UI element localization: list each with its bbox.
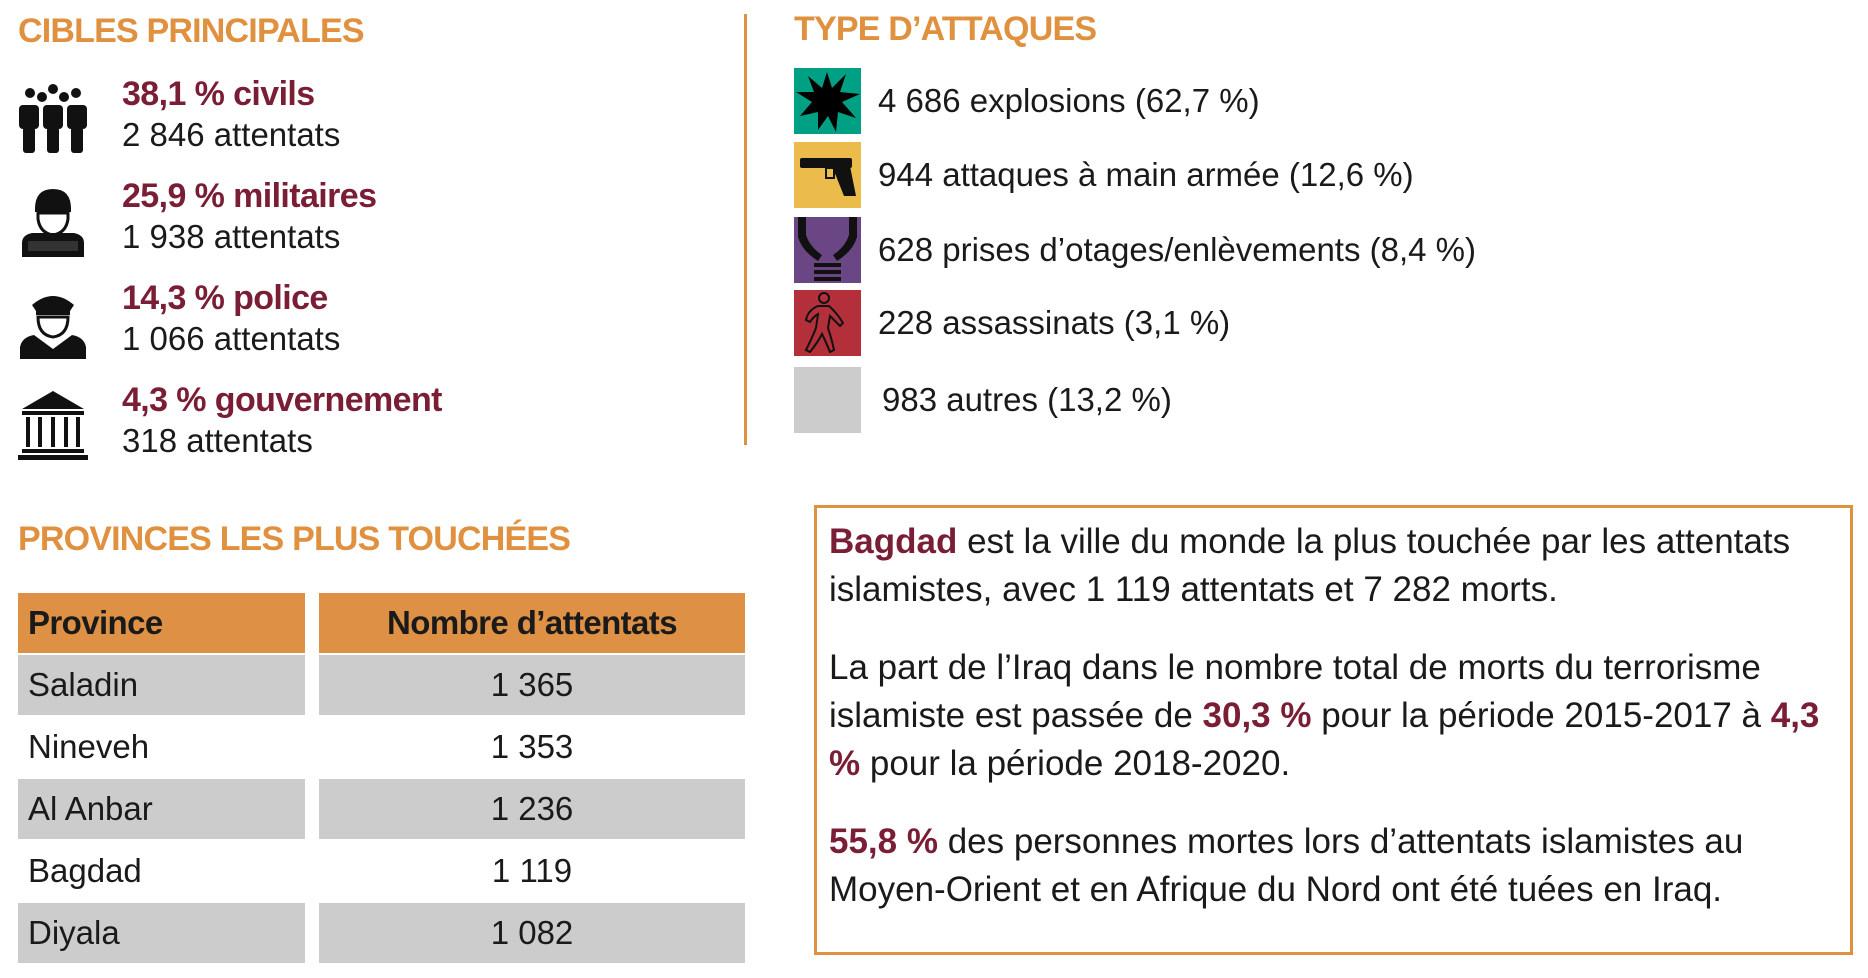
facts-box: Bagdad est la ville du monde la plus tou… (814, 505, 1853, 955)
targets-title: CIBLES PRINCIPALES (18, 12, 365, 50)
handgun-icon (794, 142, 861, 208)
fact-share: La part de l’Iraq dans le nombre total d… (829, 648, 1820, 783)
target-civils: 38,1 % civils 2 846 attentats (18, 75, 718, 165)
attack-label: 228 assassinats (3,1 %) (878, 304, 1231, 341)
province-count: 1 236 (319, 777, 745, 839)
attack-armed: 944 attaques à main armée (12,6 %) (794, 142, 1794, 208)
others-swatch (794, 367, 861, 433)
table-row: Bagdad 1 119 (18, 839, 745, 901)
table-row: Saladin 1 365 (18, 653, 745, 715)
attack-assassinations: 228 assassinats (3,1 %) (794, 290, 1794, 356)
province-count: 1 353 (319, 715, 745, 777)
header-count: Nombre d’attentats (319, 593, 745, 653)
government-building-icon (18, 391, 88, 460)
target-pct: 14,3 % police (122, 279, 328, 317)
body-outline-icon (794, 290, 861, 356)
target-pct: 4,3 % gouvernement (122, 381, 442, 419)
table-row: Diyala 1 082 (18, 901, 745, 963)
province-name: Bagdad (18, 839, 305, 901)
target-count: 318 attentats (122, 422, 313, 459)
target-police: 14,3 % police 1 066 attentats (18, 279, 718, 369)
attack-label: 944 attaques à main armée (12,6 %) (878, 156, 1414, 193)
header-province: Province (18, 593, 305, 653)
attack-label: 628 prises d’otages/enlèvements (8,4 %) (878, 231, 1476, 268)
provinces-title: PROVINCES LES PLUS TOUCHÉES (18, 520, 571, 558)
attack-label: 983 autres (13,2 %) (882, 381, 1172, 418)
attack-others: 983 autres (13,2 %) (794, 367, 1794, 433)
target-count: 2 846 attentats (122, 116, 341, 153)
attack-explosions: 4 686 explosions (62,7 %) (794, 68, 1794, 134)
target-militaires: 25,9 % militaires 1 938 attentats (18, 177, 718, 267)
target-pct: 38,1 % civils (122, 75, 315, 113)
province-count: 1 119 (319, 839, 745, 901)
table-row: Nineveh 1 353 (18, 715, 745, 777)
provinces-table: Province Nombre d’attentats Saladin 1 365… (18, 593, 745, 963)
table-row: Al Anbar 1 236 (18, 777, 745, 839)
province-name: Saladin (18, 653, 305, 715)
attacks-title: TYPE D’ATTAQUES (794, 10, 1097, 48)
bound-hands-icon (794, 217, 861, 283)
province-name: Nineveh (18, 715, 305, 777)
fact-deaths: 55,8 % des personnes mortes lors d’atten… (829, 822, 1744, 909)
fact-bagdad: Bagdad est la ville du monde la plus tou… (829, 522, 1791, 609)
province-name: Al Anbar (18, 777, 305, 839)
police-officer-icon (20, 296, 86, 359)
soldier-icon (22, 189, 84, 257)
attack-hostages: 628 prises d’otages/enlèvements (8,4 %) (794, 217, 1794, 283)
explosion-icon (794, 68, 861, 134)
target-count: 1 938 attentats (122, 218, 341, 255)
province-name: Diyala (18, 901, 305, 963)
divider (744, 14, 747, 445)
target-pct: 25,9 % militaires (122, 177, 377, 215)
table-header: Province Nombre d’attentats (18, 593, 745, 653)
civilians-icon (19, 84, 87, 153)
province-count: 1 082 (319, 901, 745, 963)
attack-label: 4 686 explosions (62,7 %) (878, 82, 1260, 119)
target-gouvernement: 4,3 % gouvernement 318 attentats (18, 381, 718, 471)
target-count: 1 066 attentats (122, 320, 341, 357)
province-count: 1 365 (319, 653, 745, 715)
